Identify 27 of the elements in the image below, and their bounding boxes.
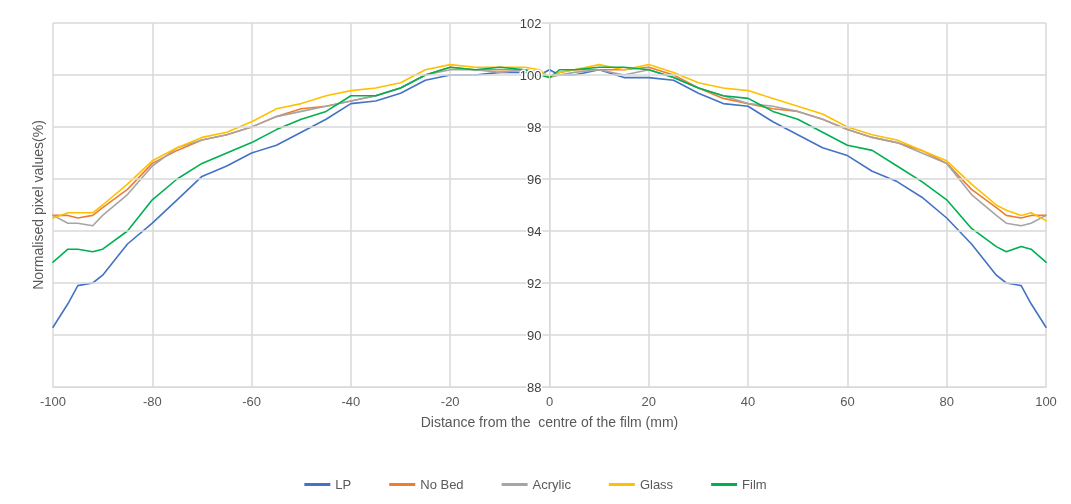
x-tick-label: 40 xyxy=(740,394,756,409)
y-tick-label: 98 xyxy=(527,119,542,135)
y-tick-label: 92 xyxy=(527,275,542,291)
y-axis-title: Normalised pixel values(%) xyxy=(30,120,46,290)
line-series xyxy=(52,66,1047,263)
y-tick-label: 94 xyxy=(527,223,542,239)
x-axis-title: Distance from the centre of the film (mm) xyxy=(420,414,679,430)
legend-label: LP xyxy=(335,477,352,492)
x-tick-label: 100 xyxy=(1035,394,1057,409)
x-tick-label: 80 xyxy=(939,394,954,409)
x-tick-label: -20 xyxy=(440,394,460,409)
y-tick-label: 96 xyxy=(527,171,542,187)
y-tick-label: 90 xyxy=(527,327,542,343)
legend-label: Film xyxy=(742,477,767,492)
x-tick-label: -80 xyxy=(142,394,162,409)
y-tick-label: 102 xyxy=(519,15,542,31)
y-tick-label: 88 xyxy=(527,379,542,395)
x-tick-label: -100 xyxy=(39,394,67,409)
x-tick-label: -40 xyxy=(341,394,361,409)
x-tick-label: 0 xyxy=(545,394,554,409)
x-tick-label: -60 xyxy=(242,394,261,409)
legend-label: Acrylic xyxy=(532,477,572,492)
line-series xyxy=(52,69,1047,328)
legend-label: Glass xyxy=(639,477,674,492)
x-tick-label: 20 xyxy=(641,394,657,409)
legend-label: No Bed xyxy=(420,477,464,492)
x-tick-label: 60 xyxy=(840,394,855,409)
